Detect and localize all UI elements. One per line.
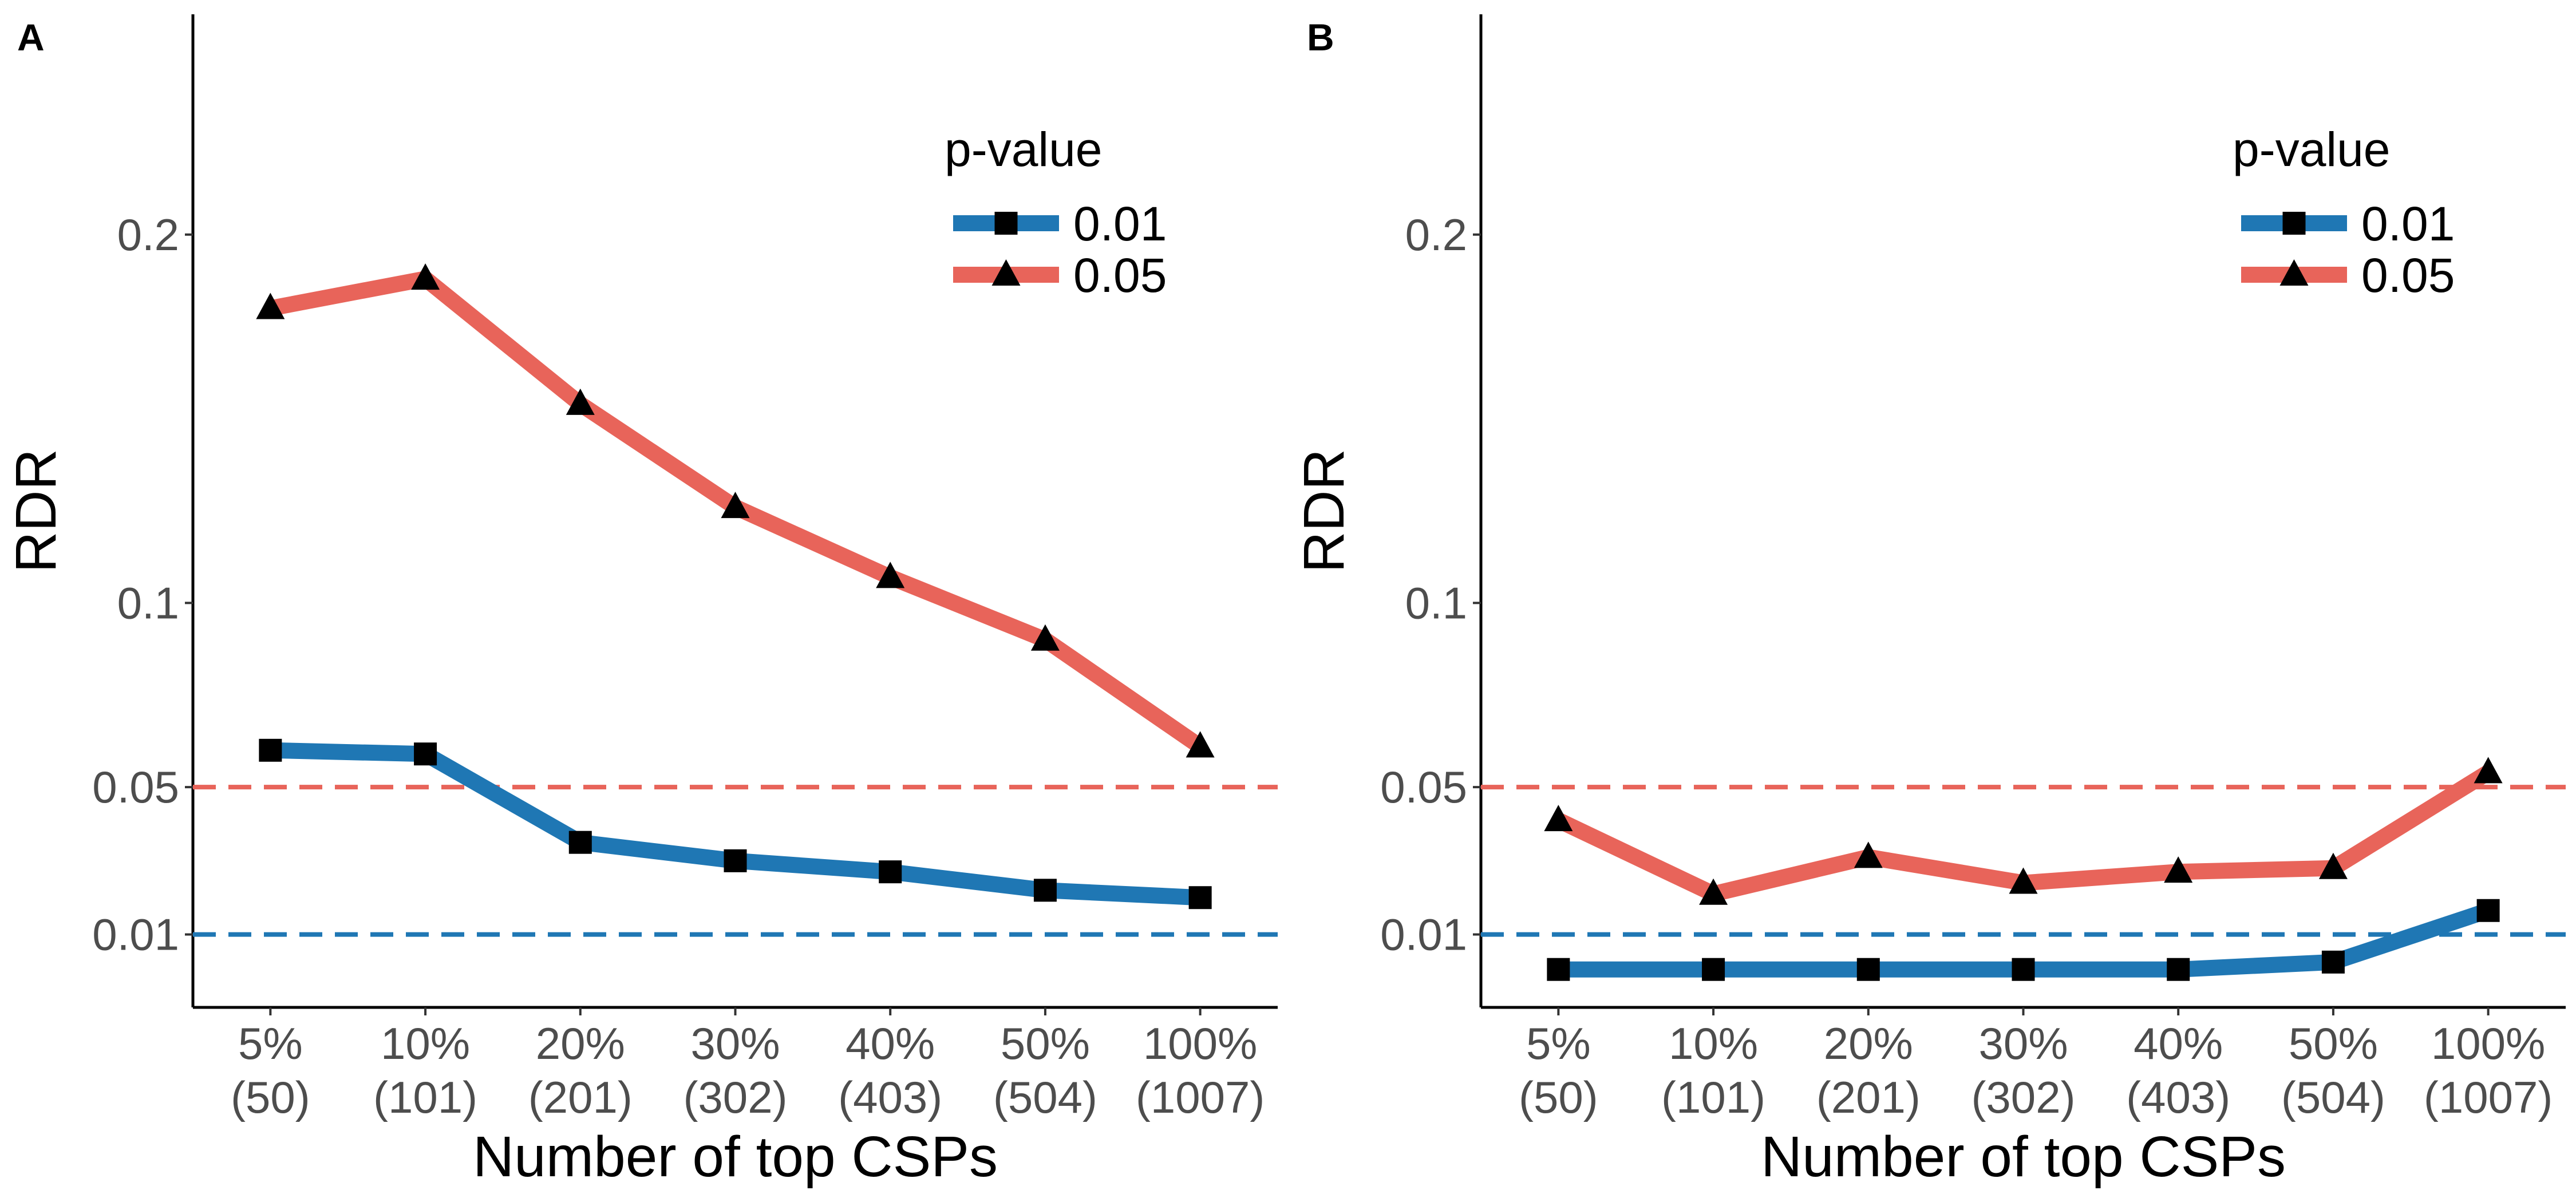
data-point-triangle <box>1854 841 1883 868</box>
data-point-square <box>2321 950 2345 974</box>
data-point-triangle <box>566 388 595 415</box>
data-point-triangle <box>2164 856 2193 883</box>
data-point-square <box>2167 958 2190 981</box>
data-point-square <box>259 738 282 762</box>
data-point-triangle <box>1030 624 1060 651</box>
legend-key-square <box>994 212 1018 235</box>
legend: p-value 0.010.05 <box>945 122 1167 302</box>
data-point-square <box>568 831 592 854</box>
data-point-triangle <box>2009 867 2038 894</box>
y-tick-label: 0.01 <box>1380 910 1467 960</box>
y-tick-label: 0.05 <box>92 762 179 812</box>
x-tick-label: 50% (504) <box>2281 1018 2385 1122</box>
data-point-square <box>1188 886 1212 910</box>
x-tick-label: 5% (50) <box>231 1018 310 1122</box>
x-tick-label: 10% (101) <box>373 1018 477 1122</box>
data-point-square <box>724 849 747 872</box>
x-tick-label: 20% (201) <box>528 1018 633 1122</box>
y-tick-label: 0.1 <box>1405 578 1467 628</box>
data-point-triangle <box>256 292 285 319</box>
data-point-square <box>1033 879 1057 902</box>
x-tick-label: 50% (504) <box>993 1018 1097 1122</box>
data-point-triangle <box>411 263 440 290</box>
data-point-square <box>879 860 902 884</box>
legend-label: 0.05 <box>1073 248 1167 302</box>
data-point-triangle <box>721 492 750 519</box>
legend-label: 0.05 <box>2361 248 2455 302</box>
y-tick-label: 0.2 <box>117 209 179 260</box>
x-tick-label: 5% (50) <box>1519 1018 1598 1122</box>
y-tick-label: 0.2 <box>1405 209 1467 260</box>
panel-tag: A <box>17 16 45 58</box>
data-point-square <box>1547 958 1570 981</box>
x-tick-label: 10% (101) <box>1661 1018 1765 1122</box>
x-tick-label: 40% (403) <box>838 1018 942 1122</box>
x-tick-label: 30% (302) <box>683 1018 787 1122</box>
y-tick-label: 0.05 <box>1380 762 1467 812</box>
data-point-triangle <box>1699 878 1728 905</box>
data-point-triangle <box>1544 805 1573 832</box>
legend-title: p-value <box>945 122 1103 176</box>
y-axis-title: RDR <box>1292 449 1356 573</box>
panel-tag: B <box>1307 16 1334 58</box>
legend-key-triangle <box>2279 259 2309 286</box>
legend-key-triangle <box>991 259 1021 286</box>
data-point-triangle <box>2474 757 2503 784</box>
x-axis-title: Number of top CSPs <box>473 1125 998 1189</box>
data-point-triangle <box>1186 731 1215 758</box>
data-point-square <box>1702 958 1725 981</box>
panel-b: B0.010.050.10.25% (50)10% (101)20% (201)30%… <box>1292 14 2566 1189</box>
x-tick-label: 20% (201) <box>1816 1018 1921 1122</box>
legend-title: p-value <box>2233 122 2391 176</box>
data-point-square <box>2476 899 2500 922</box>
x-tick-label: 40% (403) <box>2126 1018 2230 1122</box>
data-point-square <box>414 742 437 766</box>
data-point-triangle <box>876 562 905 588</box>
legend-label: 0.01 <box>1073 197 1167 251</box>
x-tick-label: 100% (1007) <box>1136 1018 1265 1122</box>
legend-key-square <box>2282 212 2306 235</box>
data-point-square <box>2012 958 2035 981</box>
x-tick-label: 30% (302) <box>1971 1018 2075 1122</box>
x-tick-label: 100% (1007) <box>2424 1018 2553 1122</box>
data-point-triangle <box>2318 852 2348 879</box>
x-axis-title: Number of top CSPs <box>1761 1125 2286 1189</box>
y-tick-label: 0.01 <box>92 910 179 960</box>
legend: p-value 0.010.05 <box>2233 122 2455 302</box>
legend-label: 0.01 <box>2361 197 2455 251</box>
y-axis-title: RDR <box>4 449 68 573</box>
y-tick-label: 0.1 <box>117 578 179 628</box>
panel-a: A0.010.050.10.25% (50)10% (101)20% (201)30%… <box>4 14 1278 1189</box>
data-point-square <box>1856 958 1880 981</box>
